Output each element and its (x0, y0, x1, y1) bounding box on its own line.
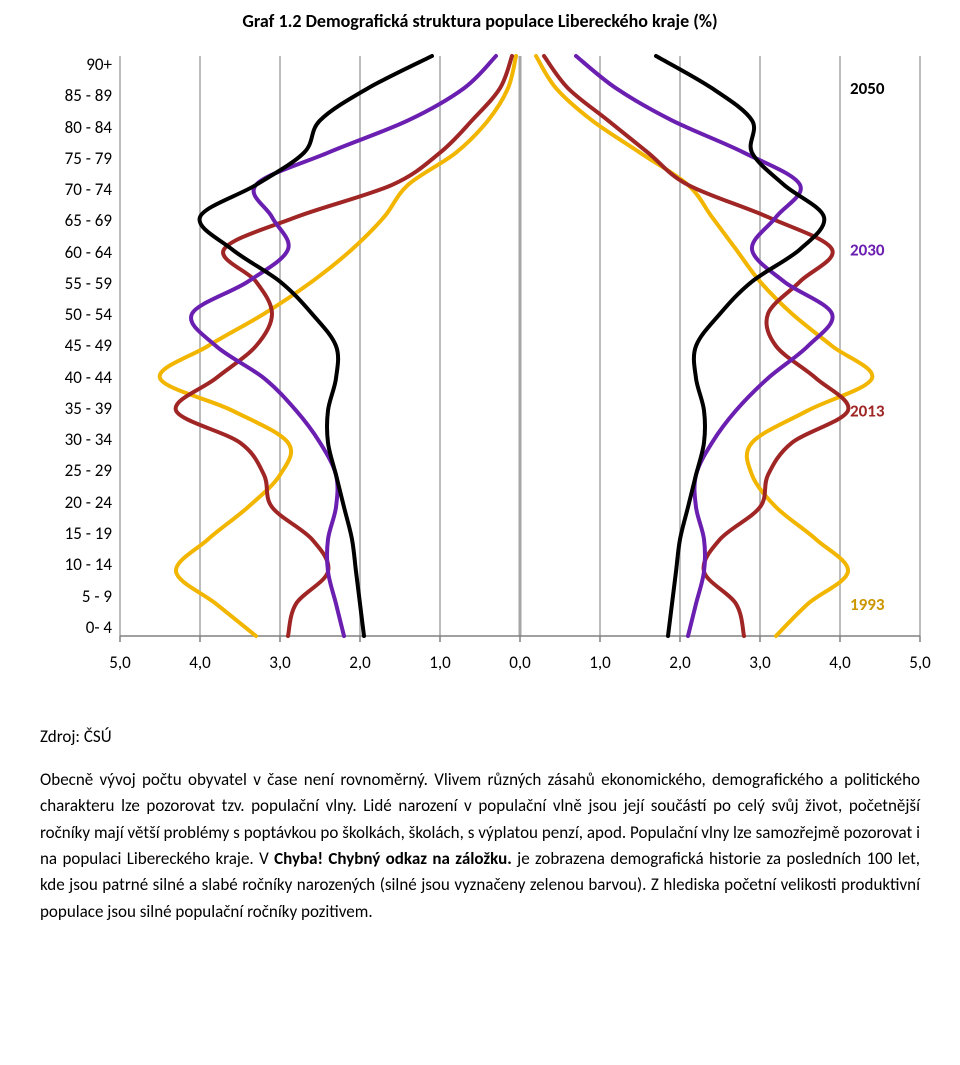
y-tick-label: 5 - 9 (40, 588, 112, 605)
y-tick-label: 90+ (40, 56, 112, 73)
y-tick-label: 75 - 79 (40, 150, 112, 167)
x-tick-label: 0,0 (500, 652, 540, 673)
y-tick-label: 10 - 14 (40, 556, 112, 573)
y-tick-label: 80 - 84 (40, 119, 112, 136)
x-tick-label: 5,0 (100, 652, 140, 673)
y-tick-label: 30 - 34 (40, 431, 112, 448)
error-reference: Chyba! Chybný odkaz na záložku. (274, 848, 512, 869)
series-label-1993: 1993 (850, 594, 885, 615)
x-tick-label: 2,0 (340, 652, 380, 673)
x-tick-label: 5,0 (900, 652, 940, 673)
x-tick-label: 3,0 (260, 652, 300, 673)
y-tick-label: 85 - 89 (40, 87, 112, 104)
y-tick-label: 25 - 29 (40, 462, 112, 479)
series-label-2030: 2030 (850, 239, 885, 260)
x-axis: 5,04,03,02,01,00,01,02,03,04,05,0 (120, 652, 920, 673)
x-tick-label: 4,0 (820, 652, 860, 673)
y-tick-label: 20 - 24 (40, 494, 112, 511)
x-tick-label: 1,0 (580, 652, 620, 673)
x-tick-label: 4,0 (180, 652, 220, 673)
x-tick-label: 2,0 (660, 652, 700, 673)
y-tick-label: 45 - 49 (40, 337, 112, 354)
series-label-2013: 2013 (850, 400, 885, 421)
x-tick-label: 3,0 (740, 652, 780, 673)
chart-title: Graf 1.2 Demografická struktura populace… (40, 10, 920, 32)
chart-source: Zdroj: ČSÚ (40, 726, 920, 747)
y-tick-label: 15 - 19 (40, 525, 112, 542)
y-tick-label: 50 - 54 (40, 306, 112, 323)
body-paragraph: Obecně vývoj počtu obyvatel v čase není … (40, 767, 920, 925)
y-tick-label: 35 - 39 (40, 400, 112, 417)
y-tick-label: 0- 4 (40, 619, 112, 636)
y-tick-label: 65 - 69 (40, 212, 112, 229)
y-tick-label: 70 - 74 (40, 181, 112, 198)
y-tick-label: 55 - 59 (40, 275, 112, 292)
plot-area: 1993 2013 2030 2050 (120, 56, 920, 636)
y-tick-label: 60 - 64 (40, 244, 112, 261)
y-tick-label: 40 - 44 (40, 369, 112, 386)
series-label-2050: 2050 (850, 78, 885, 99)
x-tick-label: 1,0 (420, 652, 460, 673)
population-pyramid-chart: 90+ 85 - 89 80 - 84 75 - 79 70 - 74 65 - 69 60… (40, 56, 920, 716)
y-axis: 90+ 85 - 89 80 - 84 75 - 79 70 - 74 65 - 69 60… (40, 56, 120, 636)
